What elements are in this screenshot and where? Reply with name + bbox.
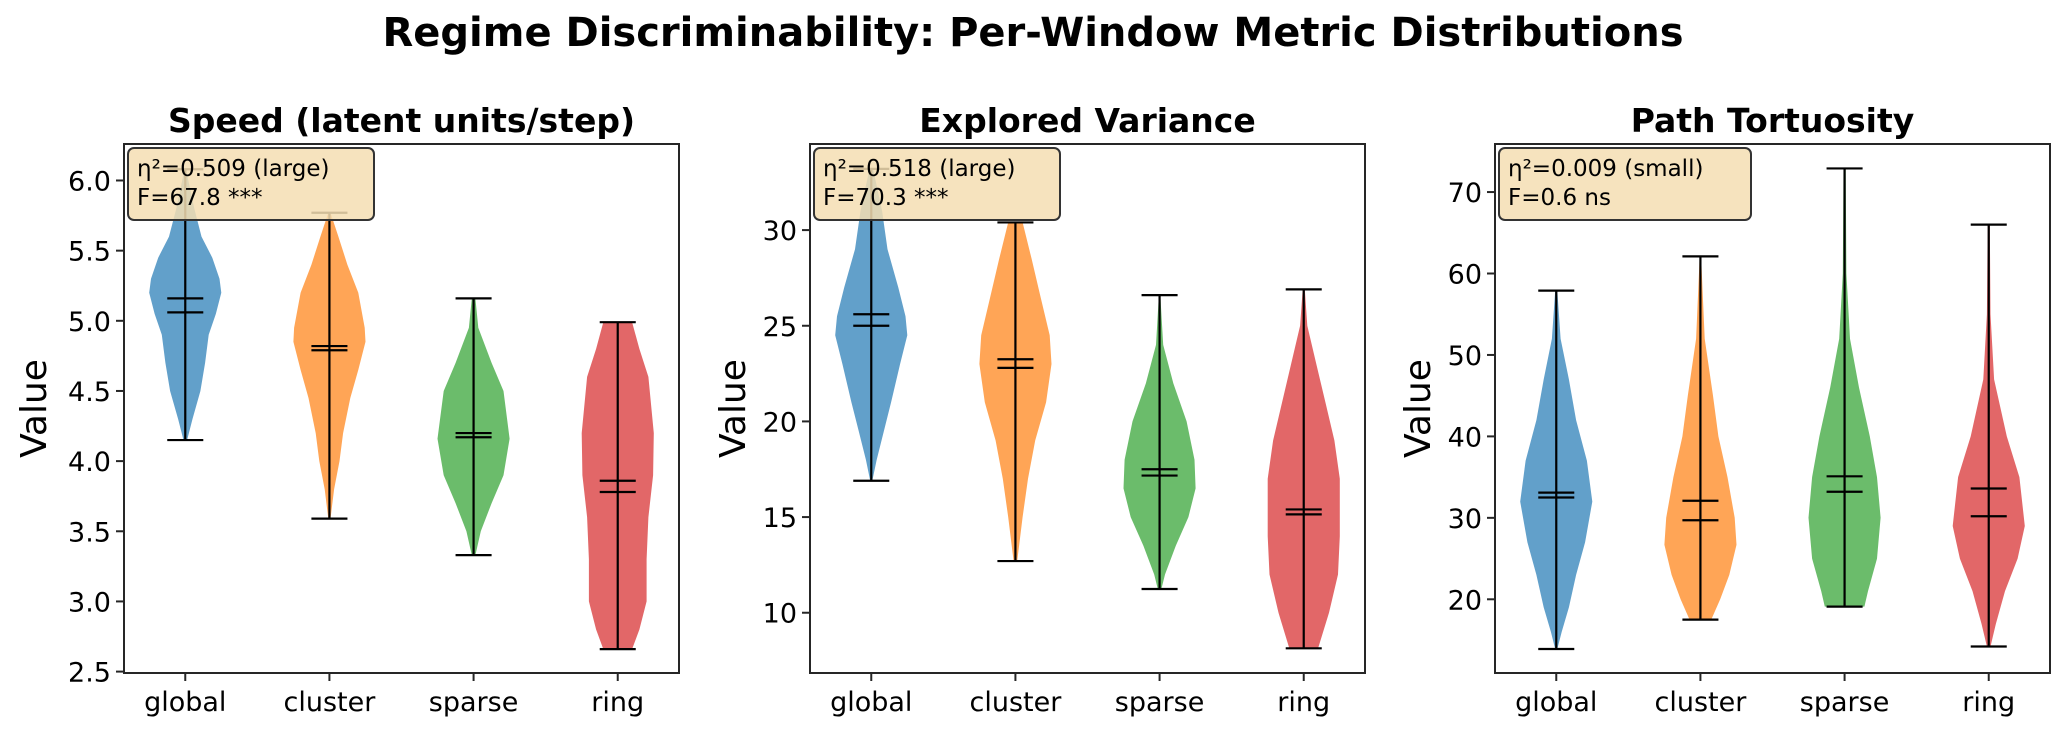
annotation-line-0: η²=0.518 (large) — [823, 156, 1015, 182]
stats-annotation: η²=0.518 (large) F=70.3 *** — [813, 147, 1061, 221]
x-tick-label-global: global — [830, 687, 912, 718]
panel-0: 2.5 3.0 3.5 4.0 4.5 5.0 5.5 6.0 global cluster spa… — [14, 101, 680, 718]
y-tick-label: 70 — [1448, 178, 1482, 209]
figure-suptitle: Regime Discriminability: Per-Window Metr… — [382, 10, 1683, 56]
y-tick-label: 20 — [1448, 585, 1482, 616]
y-tick-label: 4.0 — [68, 447, 111, 478]
y-tick-label: 3.0 — [68, 587, 111, 618]
annotation-line-1: F=67.8 *** — [137, 185, 263, 211]
y-axis-label: Value — [713, 359, 754, 458]
y-tick-label: 25 — [763, 312, 797, 343]
x-tick-label-ring: ring — [591, 687, 644, 718]
annotation-line-0: η²=0.509 (large) — [137, 156, 329, 182]
axes-frame — [123, 143, 680, 674]
x-tick-label-ring: ring — [1277, 687, 1330, 718]
y-tick-label: 10 — [763, 599, 797, 630]
annotation-box — [127, 147, 375, 221]
y-tick-label: 40 — [1448, 422, 1482, 453]
y-tick-label: 50 — [1448, 341, 1482, 372]
y-tick-label: 4.5 — [68, 377, 111, 408]
x-tick-label-cluster: cluster — [970, 687, 1063, 718]
x-tick-label-global: global — [1515, 687, 1597, 718]
panel-title: Speed (latent units/step) — [168, 101, 635, 140]
x-tick-label-global: global — [144, 687, 226, 718]
stats-annotation: η²=0.009 (small) F=0.6 ns — [1498, 147, 1752, 221]
y-tick-label: 30 — [763, 216, 797, 247]
x-tick-label-cluster: cluster — [284, 687, 377, 718]
y-tick-label: 30 — [1448, 504, 1482, 535]
annotation-line-1: F=70.3 *** — [823, 185, 949, 211]
x-tick-label-sparse: sparse — [429, 687, 519, 718]
y-tick-label: 6.0 — [68, 166, 111, 197]
x-tick-label-cluster: cluster — [1655, 687, 1748, 718]
annotation-box — [1498, 147, 1752, 221]
axes-frame — [809, 143, 1366, 674]
y-tick-label: 3.5 — [68, 517, 111, 548]
panel-title: Explored Variance — [919, 101, 1256, 140]
y-tick-label: 20 — [763, 407, 797, 438]
stats-annotation: η²=0.509 (large) F=67.8 *** — [127, 147, 375, 221]
panel-1: 10 15 20 25 30 global cluster sparse ring Value Ex… — [713, 101, 1366, 718]
y-tick-label: 5.0 — [68, 307, 111, 338]
y-axis-label: Value — [1398, 359, 1439, 458]
y-tick-label: 60 — [1448, 260, 1482, 291]
panel-2: 20 30 40 50 60 70 global cluster sparse ring Value… — [1398, 101, 2051, 718]
x-tick-label-ring: ring — [1962, 687, 2015, 718]
x-tick-label-sparse: sparse — [1800, 687, 1890, 718]
y-tick-label: 15 — [763, 503, 797, 534]
y-tick-label: 5.5 — [68, 237, 111, 268]
annotation-line-0: η²=0.009 (small) — [1508, 156, 1703, 182]
axes-frame — [1494, 143, 2051, 674]
annotation-line-1: F=0.6 ns — [1508, 185, 1611, 211]
panel-title: Path Tortuosity — [1631, 101, 1915, 140]
y-axis-label: Value — [14, 359, 55, 458]
x-tick-label-sparse: sparse — [1115, 687, 1205, 718]
y-tick-label: 2.5 — [68, 658, 111, 689]
annotation-box — [813, 147, 1061, 221]
